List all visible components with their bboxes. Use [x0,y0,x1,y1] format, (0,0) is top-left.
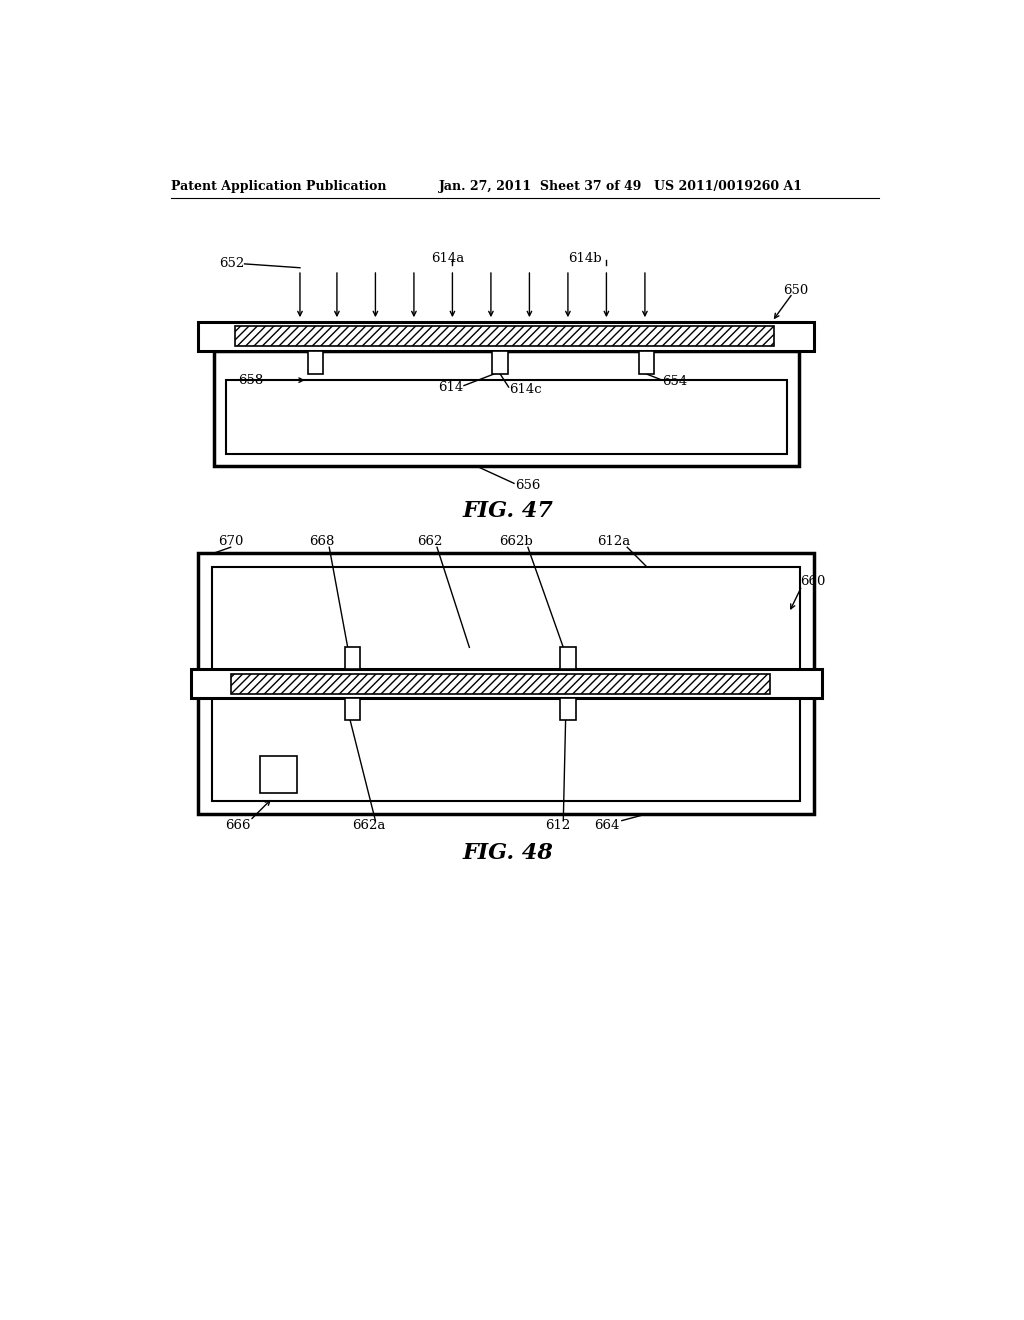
Text: 654: 654 [662,375,687,388]
Text: Patent Application Publication: Patent Application Publication [171,181,386,194]
Bar [260,756,297,793]
Text: 658: 658 [239,374,263,387]
Text: 612a: 612a [597,536,631,548]
Bar [226,380,786,454]
Text: 614c: 614c [509,383,542,396]
Text: 662b: 662b [499,536,532,548]
Text: 670: 670 [218,536,244,548]
Bar [639,351,654,374]
Bar [307,351,323,374]
Bar [560,647,575,669]
Bar [560,698,575,719]
Text: 614a: 614a [431,252,464,265]
Text: 666: 666 [225,820,251,833]
Text: 656: 656 [515,479,541,492]
Text: 614: 614 [438,381,463,395]
Bar [212,566,801,800]
Text: FIG. 48: FIG. 48 [463,842,553,865]
Bar [199,553,814,814]
Text: 662: 662 [417,536,442,548]
Bar [214,351,799,466]
Text: 664: 664 [594,820,620,833]
Bar [493,351,508,374]
Bar [230,673,770,693]
Text: US 2011/0019260 A1: US 2011/0019260 A1 [654,181,802,194]
Bar [199,322,814,351]
Text: 662a: 662a [352,820,386,833]
Text: 650: 650 [783,284,809,297]
Bar [234,326,773,346]
Bar [190,669,822,698]
Text: Jan. 27, 2011  Sheet 37 of 49: Jan. 27, 2011 Sheet 37 of 49 [438,181,642,194]
Bar [345,647,360,669]
Bar [345,698,360,719]
Text: 660: 660 [801,576,825,589]
Text: 614b: 614b [568,252,601,265]
Text: 612: 612 [546,820,570,833]
Text: 652: 652 [219,257,245,271]
Text: FIG. 47: FIG. 47 [463,500,553,523]
Text: 668: 668 [309,536,334,548]
